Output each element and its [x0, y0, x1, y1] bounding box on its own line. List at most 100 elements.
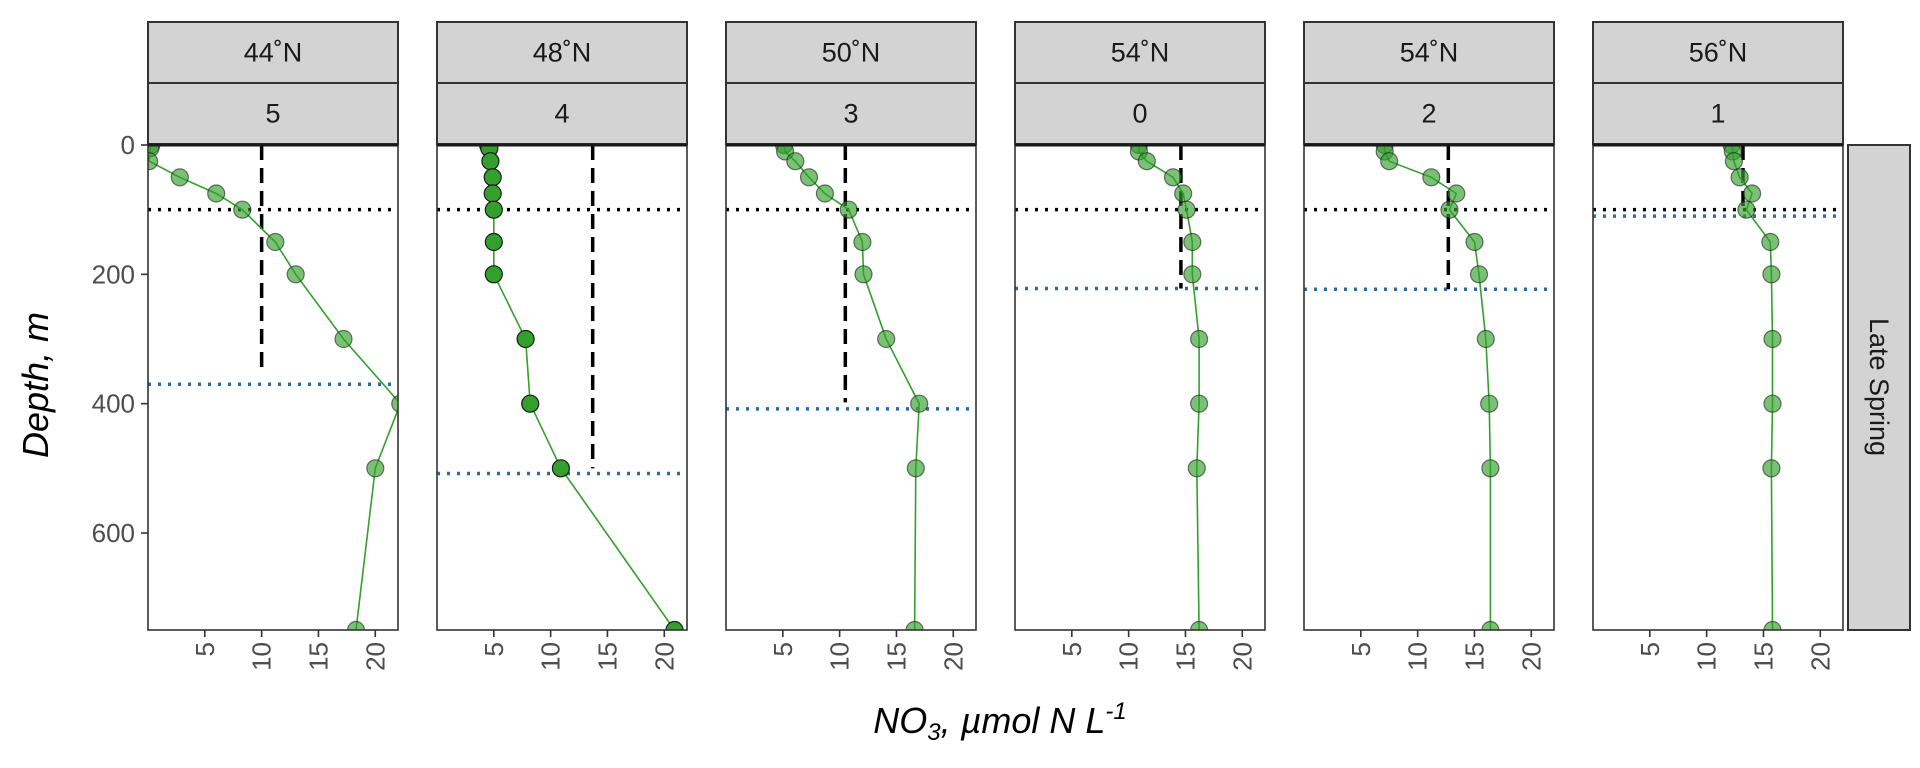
nitrate-point	[799, 168, 819, 187]
latitude-strip-label: 48˚N	[533, 38, 592, 68]
nitrate-point	[483, 168, 502, 187]
nitrate-point	[1480, 394, 1499, 413]
station-strip	[1592, 82, 1844, 145]
panel: 48˚N 4 5 10 15 20	[436, 21, 688, 671]
latitude-strip	[147, 21, 399, 84]
nitrate-point	[1174, 184, 1193, 203]
nitrate-point	[786, 152, 805, 171]
nitrate-point	[484, 232, 503, 252]
x-tick-label: 15	[882, 642, 912, 671]
y-tick-label: 400	[92, 389, 135, 419]
nitrate-point	[266, 232, 285, 252]
x-tick-label: 20	[649, 642, 679, 671]
station-strip	[436, 82, 688, 145]
panel-plot-area	[726, 145, 976, 630]
nitrate-point	[1763, 329, 1782, 349]
nitrate-point	[1177, 200, 1196, 219]
nitrate-point	[1762, 265, 1781, 284]
station-strip-label: 2	[1421, 99, 1436, 129]
panel: 56˚N15 10 15 20	[1592, 21, 1844, 671]
nitrate-point	[516, 329, 535, 349]
x-tick-label: 20	[938, 642, 968, 671]
x-tick-label: 10	[1692, 642, 1722, 671]
nitrate-point	[1465, 232, 1484, 252]
panel-plot-area	[1593, 145, 1843, 630]
nitrate-point	[551, 459, 571, 478]
nitrate-point	[839, 200, 858, 219]
x-tick-label: 15	[304, 642, 334, 671]
nitrate-point	[910, 394, 929, 413]
nitrate-point	[1763, 620, 1782, 630]
y-axis: 0 200 400 600	[92, 130, 148, 548]
panel-background	[148, 145, 398, 630]
nitrate-point	[1183, 232, 1202, 252]
nitrate-point	[1737, 200, 1756, 219]
x-tick-label: 10	[1403, 642, 1433, 671]
x-tick-label: 5	[1635, 642, 1665, 656]
station-strip-label: 1	[1710, 99, 1725, 129]
x-tick-label: 15	[593, 642, 623, 671]
y-tick-label: 600	[92, 518, 135, 548]
x-tick-label: 10	[536, 642, 566, 671]
x-axis-title-subscript: 3	[927, 719, 941, 746]
latitude-strip	[1592, 21, 1844, 84]
nitrate-point	[1187, 459, 1206, 478]
latitude-strip-label: 44˚N	[244, 38, 303, 68]
latitude-strip-label: 50˚N	[822, 38, 881, 68]
x-tick-label: 20	[1227, 642, 1257, 671]
nitrate-point	[1476, 329, 1495, 349]
nitrate-point	[815, 184, 835, 203]
row-strip-label: Late Spring	[1864, 318, 1894, 456]
nitrate-point	[1742, 184, 1762, 203]
nitrate-point	[1163, 168, 1183, 187]
nitrate-point	[854, 265, 873, 284]
nitrate-point	[1190, 620, 1209, 630]
y-tick-label: 200	[92, 259, 135, 289]
station-strip-label: 3	[843, 99, 858, 129]
nitrate-point	[877, 329, 896, 349]
x-tick-label: 20	[1805, 642, 1835, 671]
y-tick-label: 0	[121, 130, 135, 160]
x-tick-label: 5	[1057, 642, 1087, 656]
x-axis-title-superscript: -1	[1105, 698, 1126, 725]
nitrate-point	[1763, 394, 1782, 413]
panel-background	[726, 145, 976, 630]
nitrate-point	[148, 152, 159, 171]
x-tick-label: 20	[1516, 642, 1546, 671]
panel-background	[1015, 145, 1265, 630]
nitrate-point	[1422, 168, 1441, 187]
nitrate-point	[853, 232, 872, 252]
nitrate-point	[207, 184, 226, 203]
nitrate-point	[906, 459, 925, 478]
nitrate-point	[1481, 459, 1500, 478]
nitrate-point	[1183, 265, 1202, 284]
latitude-strip-label: 54˚N	[1400, 38, 1459, 68]
nitrate-point	[1189, 394, 1209, 413]
nitrate-point	[1469, 265, 1489, 284]
nitrate-point	[346, 620, 366, 630]
panel-background	[1593, 145, 1843, 630]
latitude-strip-label: 54˚N	[1111, 38, 1170, 68]
nitrate-point	[1440, 200, 1459, 219]
x-tick-label: 5	[1346, 642, 1376, 656]
nitrate-point	[483, 184, 502, 203]
nitrate-point	[1724, 152, 1744, 171]
panel: 50˚N 3 5 10 15 20	[725, 21, 977, 671]
x-tick-label: 10	[247, 642, 277, 671]
x-tick-label: 10	[1114, 642, 1144, 671]
x-tick-label: 5	[479, 642, 509, 656]
nitrate-point	[1730, 168, 1749, 187]
station-strip-label: 4	[554, 99, 569, 129]
latitude-strip	[1303, 21, 1555, 84]
latitude-strip-label: 56˚N	[1689, 38, 1748, 68]
nitrate-point	[170, 168, 189, 187]
panel-plot-area	[437, 145, 687, 630]
station-strip	[147, 82, 399, 145]
nitrate-point	[366, 459, 385, 478]
panel-plot-area	[148, 145, 398, 630]
panel-background	[1304, 145, 1554, 630]
x-tick-label: 5	[768, 642, 798, 656]
x-tick-label: 20	[360, 642, 390, 671]
nitrate-point	[1380, 152, 1399, 171]
